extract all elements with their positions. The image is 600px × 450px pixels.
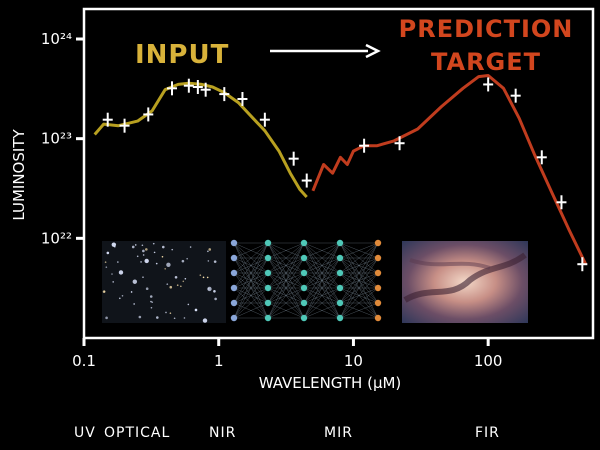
photometry-point (536, 150, 547, 165)
photometry-point (259, 112, 270, 127)
band-label-uv: UV (74, 425, 96, 441)
y-tick-label: 10²³ (41, 130, 72, 148)
photometry-point (237, 92, 248, 107)
dusty-nebula-image (402, 241, 528, 323)
x-axis-ticks: 0.1 1 10 100 (72, 338, 502, 370)
input-annotation: INPUT (135, 40, 229, 70)
target-annotation-line2: TARGET (431, 48, 541, 76)
photometry-point (102, 112, 113, 127)
photometry-point (577, 257, 588, 272)
target-annotation-line1: PREDICTION (399, 15, 574, 43)
band-label-optical: OPTICAL (104, 425, 170, 441)
photometry-point (510, 88, 521, 103)
band-label-fir: FIR (475, 425, 500, 441)
y-tick-label: 10²² (41, 229, 72, 247)
photometry-point (200, 82, 211, 97)
x-tick-label: 1 (214, 352, 224, 370)
x-axis-label: WAVELENGTH (μM) (259, 374, 402, 392)
photometry-point (359, 138, 370, 153)
photometry-point (192, 79, 203, 94)
x-tick-label: 100 (474, 352, 503, 370)
photometry-point (167, 81, 178, 96)
y-tick-label: 10²⁴ (41, 30, 72, 48)
neural-network-diagram (230, 239, 382, 322)
target-sed-line (311, 74, 588, 265)
band-label-nir: NIR (209, 425, 236, 441)
photometry-point (301, 173, 312, 188)
photometry-point (143, 107, 154, 122)
input-sed-line (93, 81, 308, 199)
photometry-point (219, 87, 230, 102)
photometry-point (288, 151, 299, 166)
band-label-mir: MIR (324, 425, 353, 441)
plot-frame (82, 7, 595, 340)
photometry-point (119, 118, 130, 133)
photometry-point (394, 136, 405, 151)
star-field-image (102, 241, 226, 323)
arrow-icon (270, 43, 381, 59)
y-axis-ticks: 10²² 10²³ 10²⁴ (41, 30, 84, 247)
x-tick-label: 10 (344, 352, 363, 370)
photometry-point (183, 78, 194, 93)
photometry-point (556, 195, 567, 210)
x-tick-label: 0.1 (72, 352, 96, 370)
y-axis-label: LUMINOSITY (10, 129, 28, 221)
sed-series (93, 74, 588, 272)
photometry-point (483, 77, 494, 92)
